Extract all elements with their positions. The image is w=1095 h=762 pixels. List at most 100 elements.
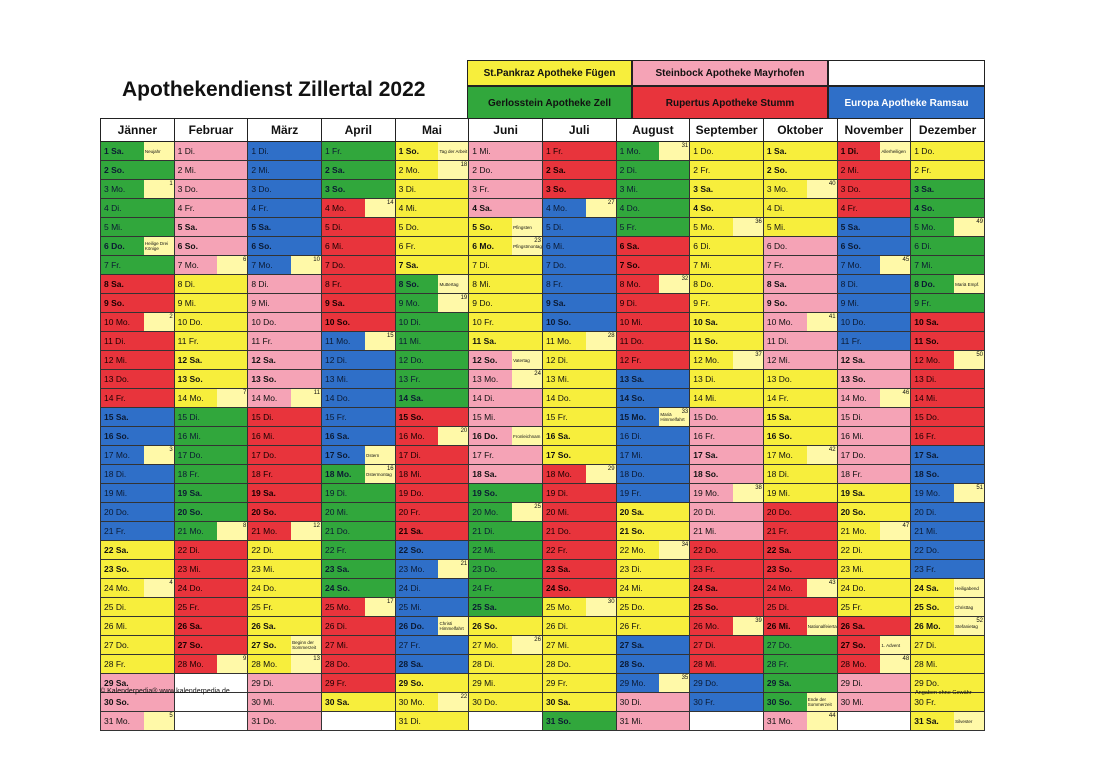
week-number: 37 (755, 352, 762, 358)
day-note (585, 256, 616, 274)
day-label: 3 Mi. (616, 180, 660, 198)
day-entry: 21 Mi. (690, 522, 763, 540)
day-entry: 25 Mi. (395, 598, 469, 616)
day-note (954, 256, 984, 274)
day-entry: 5 Fr. (616, 218, 690, 236)
day-label: 21 Fr. (763, 522, 807, 540)
day-label: 11 Mo. (542, 332, 586, 350)
day-entry: 11 Mo. 28 (542, 332, 616, 350)
day-label: 26 Sa. (174, 617, 218, 635)
day-entry: 12 Mo. 37 (690, 351, 763, 369)
day-entry: 22 Di. (174, 541, 248, 559)
day-note (880, 674, 911, 692)
day-label: 21 Do. (321, 522, 365, 540)
day-label: 10 Do. (248, 313, 292, 331)
day-row: 9 So. 9 Mi. 9 Mi. 9 Sa. 9 Mo. 19 9 Do. 9 Sa. 9 D… (100, 293, 985, 313)
week-number: 36 (755, 219, 762, 225)
day-cell: 9 So. (100, 293, 175, 313)
holiday-label: Vatertag (513, 357, 530, 363)
day-note (806, 237, 837, 255)
day-note (659, 655, 690, 673)
day-label: 7 So. (616, 256, 660, 274)
day-entry: 19 Mo. 38 (690, 484, 763, 502)
day-cell: 21 Fr. (762, 521, 838, 541)
month-header: Juli (541, 118, 617, 142)
day-cell: 28 Mi. (689, 654, 764, 674)
day-note (291, 541, 321, 559)
day-label: 28 Di. (469, 655, 513, 673)
day-label: 15 Di. (837, 408, 881, 426)
day-entry: 19 Mi. (101, 484, 174, 502)
day-label: 14 Di. (469, 389, 513, 407)
day-label: 26 Sa. (248, 617, 292, 635)
day-cell: 18 So. (689, 464, 764, 484)
day-entry: 1 Sa. Neujahr (101, 142, 174, 160)
day-entry: 26 Do. Christi Himmelfahrt (395, 617, 469, 635)
day-label: 22 Fr. (321, 541, 365, 559)
day-cell: 6 Fr. (394, 236, 470, 256)
day-entry: 8 Fr. (321, 275, 395, 293)
day-label: 1 Do. (911, 142, 955, 160)
day-cell: 6 Do. Heilige Drei Könige (100, 236, 175, 256)
day-note (954, 161, 984, 179)
day-entry: 22 Di. (248, 541, 321, 559)
day-label: 9 Di. (616, 294, 660, 312)
day-label: 5 Di. (321, 218, 365, 236)
day-note: 31 (659, 142, 690, 160)
holiday-label: Muttertag (439, 281, 459, 287)
day-entry: 19 Fr. (616, 484, 690, 502)
day-entry: 13 Do. (101, 370, 174, 388)
day-entry: 11 Di. (763, 332, 837, 350)
day-label: 27 Di. (690, 636, 734, 654)
day-cell: 12 Mo. 50 (910, 350, 985, 370)
day-label: 22 Mi. (469, 541, 513, 559)
day-cell: 27 Mi. (320, 635, 396, 655)
day-entry: 28 So. (616, 655, 690, 673)
day-entry: 14 Mi. (690, 389, 763, 407)
day-cell: 25 Di. (762, 597, 838, 617)
day-label: 19 Fr. (616, 484, 660, 502)
day-entry: 25 So. (690, 598, 763, 616)
day-note (438, 332, 469, 350)
day-cell: 19 Di. (541, 483, 617, 503)
day-note (733, 180, 763, 198)
day-label: 4 Do. (616, 199, 660, 217)
day-note (364, 560, 395, 578)
day-cell: 29 So. (394, 673, 470, 693)
day-row: 6 Do. Heilige Drei Könige 6 So. 6 So. 6 Mi. 6… (100, 236, 985, 256)
day-entry: 13 Do. (763, 370, 837, 388)
day-note: 38 (733, 484, 763, 502)
day-note: 5 (143, 712, 174, 730)
day-cell: 25 Mo. 17 (320, 597, 396, 617)
day-note (291, 446, 321, 464)
day-cell: 13 So. (247, 369, 322, 389)
day-entry: 17 Mi. (616, 446, 690, 464)
week-number: 29 (607, 466, 615, 472)
day-note (217, 446, 248, 464)
day-cell: 10 Do. (173, 312, 249, 332)
day-cell: 9 So. (762, 293, 838, 313)
week-number: 22 (460, 694, 468, 700)
day-entry: 28 Di. (469, 655, 542, 673)
day-note (585, 180, 616, 198)
day-label: 2 Fr. (690, 161, 734, 179)
day-label: 1 Di. (837, 142, 881, 160)
day-label: 17 Do. (837, 446, 881, 464)
day-label: 23 Mi. (248, 560, 292, 578)
day-label: 3 Do. (174, 180, 218, 198)
day-row: 23 So. 23 Mi. 23 Mi. 23 Sa. 23 Mo. 21 23 Do. 23… (100, 559, 985, 579)
day-cell: 14 Sa. (394, 388, 470, 408)
day-note: 27 (585, 199, 616, 217)
day-label: 5 Sa. (174, 218, 218, 236)
day-note (733, 408, 763, 426)
day-entry: 7 Do. (321, 256, 395, 274)
day-entry: 4 Di. (763, 199, 837, 217)
day-label: 7 Mo. (174, 256, 218, 274)
day-label: 28 Fr. (763, 655, 807, 673)
day-note (880, 275, 911, 293)
day-entry: 18 Sa. (469, 465, 542, 483)
day-note (585, 484, 616, 502)
day-entry: 26 Mi. Nationalfeiertag (763, 617, 837, 635)
day-note (364, 636, 395, 654)
day-cell: 6 Mi. (320, 236, 396, 256)
